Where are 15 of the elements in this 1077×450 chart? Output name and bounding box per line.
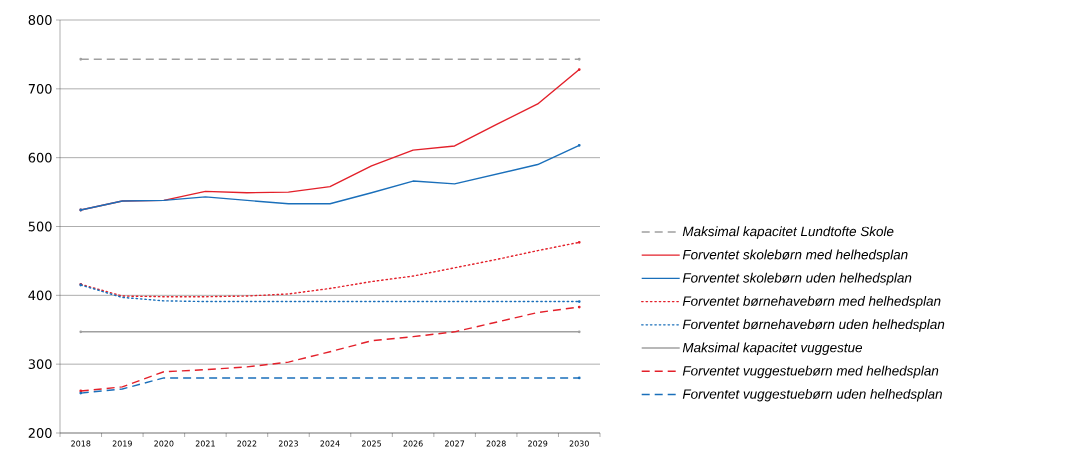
y-tick-label: 800 [28, 15, 52, 25]
y-tick-label: 700 [28, 83, 52, 94]
legend-label: Forventet børnehavebørn med helhedsplan [682, 296, 941, 309]
legend-label: Forventet skolebørn med helhedsplan [682, 249, 908, 263]
y-tick-label: 200 [28, 428, 52, 438]
legend-label: Forventet børnehavebørn uden helhedsplan [682, 319, 945, 332]
legend-label: Maksimal kapacitet vuggestue [682, 342, 863, 355]
y-tick-label: 600 [28, 152, 52, 163]
y-tick-label: 400 [28, 290, 52, 301]
legend-label: Forventet vuggestuebørn uden helhedsplan [682, 388, 942, 402]
legend-label: Forventet skolebørn uden helhedsplan [682, 272, 912, 286]
legend-label: Forventet vuggestuebørn med helhedsplan [682, 365, 939, 379]
y-tick-label: 500 [28, 221, 52, 232]
legend-label: Maksimal kapacitet Lundtofte Skole [682, 226, 894, 239]
y-tick-label: 300 [28, 359, 52, 370]
